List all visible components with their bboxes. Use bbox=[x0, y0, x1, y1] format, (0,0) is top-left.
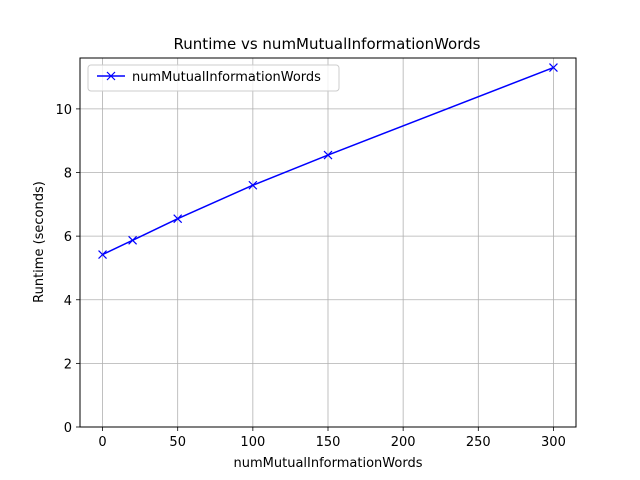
data-point-x-marker bbox=[323, 150, 333, 160]
y-tick-label: 8 bbox=[64, 167, 72, 182]
x-tick-label: 50 bbox=[169, 435, 186, 450]
series-line bbox=[102, 66, 554, 256]
y-tick-label: 6 bbox=[64, 230, 72, 245]
data-point-x-marker bbox=[173, 214, 183, 224]
data-point-x-marker bbox=[549, 63, 558, 72]
data-point-x-marker bbox=[248, 180, 258, 190]
y-tick-label: 10 bbox=[55, 103, 72, 118]
x-tick-label: 250 bbox=[466, 435, 491, 450]
x-tick-label: 150 bbox=[316, 435, 341, 450]
series-layer bbox=[98, 63, 558, 260]
x-tick-label: 300 bbox=[541, 435, 566, 450]
legend: numMutualInformationWords bbox=[87, 64, 340, 92]
x-tick-label: 0 bbox=[98, 435, 106, 450]
legend-entry-label: numMutualInformationWords bbox=[132, 70, 321, 85]
data-point-x-marker bbox=[98, 250, 107, 260]
y-tick-label: 0 bbox=[64, 421, 72, 436]
y-axis-label: Runtime (seconds) bbox=[32, 181, 47, 303]
legend-marker-x-icon bbox=[106, 71, 116, 81]
legend-box bbox=[87, 64, 340, 92]
ticks: 0 50 100 150 200 250 300 0 2 4 6 8 10 bbox=[55, 103, 565, 450]
x-tick-label: 100 bbox=[240, 435, 265, 450]
y-tick-label: 2 bbox=[64, 357, 72, 372]
x-axis-label: numMutualInformationWords bbox=[234, 456, 423, 471]
x-tick-label: 200 bbox=[391, 435, 416, 450]
y-tick-label: 4 bbox=[64, 294, 72, 309]
data-point-x-marker bbox=[128, 235, 138, 245]
chart-title: Runtime vs numMutualInformationWords bbox=[174, 35, 481, 53]
